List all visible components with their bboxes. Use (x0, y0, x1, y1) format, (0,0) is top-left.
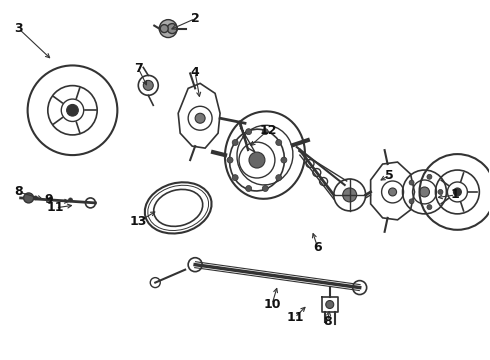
Circle shape (34, 196, 38, 200)
Circle shape (49, 197, 52, 201)
Text: 6: 6 (314, 241, 322, 254)
Text: 13: 13 (130, 215, 147, 228)
Circle shape (276, 175, 282, 181)
Text: 5: 5 (385, 168, 394, 181)
Text: 11: 11 (47, 201, 64, 215)
Circle shape (160, 24, 168, 32)
Circle shape (227, 157, 233, 163)
Circle shape (143, 80, 153, 90)
Circle shape (409, 180, 414, 185)
Circle shape (438, 189, 443, 194)
Circle shape (159, 20, 177, 37)
Text: 3: 3 (14, 22, 23, 35)
Circle shape (389, 188, 396, 196)
Circle shape (245, 129, 252, 135)
Circle shape (409, 199, 414, 204)
Text: 9: 9 (44, 193, 53, 206)
Circle shape (262, 129, 269, 135)
Text: 11: 11 (286, 311, 304, 324)
Circle shape (249, 152, 265, 168)
Circle shape (276, 140, 282, 145)
Circle shape (67, 104, 78, 116)
Text: 8: 8 (323, 315, 332, 328)
Text: 8: 8 (14, 185, 23, 198)
Text: 4: 4 (191, 66, 199, 79)
Text: 1: 1 (451, 188, 460, 202)
Circle shape (281, 157, 287, 163)
Text: 12: 12 (259, 124, 277, 137)
Circle shape (343, 188, 357, 202)
Text: 2: 2 (191, 12, 199, 25)
Circle shape (427, 204, 432, 210)
Text: 7: 7 (134, 62, 143, 75)
Circle shape (245, 185, 252, 192)
Circle shape (453, 188, 462, 196)
Circle shape (24, 193, 34, 203)
Circle shape (419, 187, 429, 197)
Circle shape (262, 185, 269, 192)
Circle shape (195, 113, 205, 123)
Circle shape (232, 140, 238, 145)
Circle shape (326, 301, 334, 309)
Circle shape (167, 24, 177, 33)
Circle shape (232, 175, 238, 181)
Circle shape (427, 174, 432, 179)
Circle shape (69, 198, 73, 202)
Text: 10: 10 (263, 298, 281, 311)
